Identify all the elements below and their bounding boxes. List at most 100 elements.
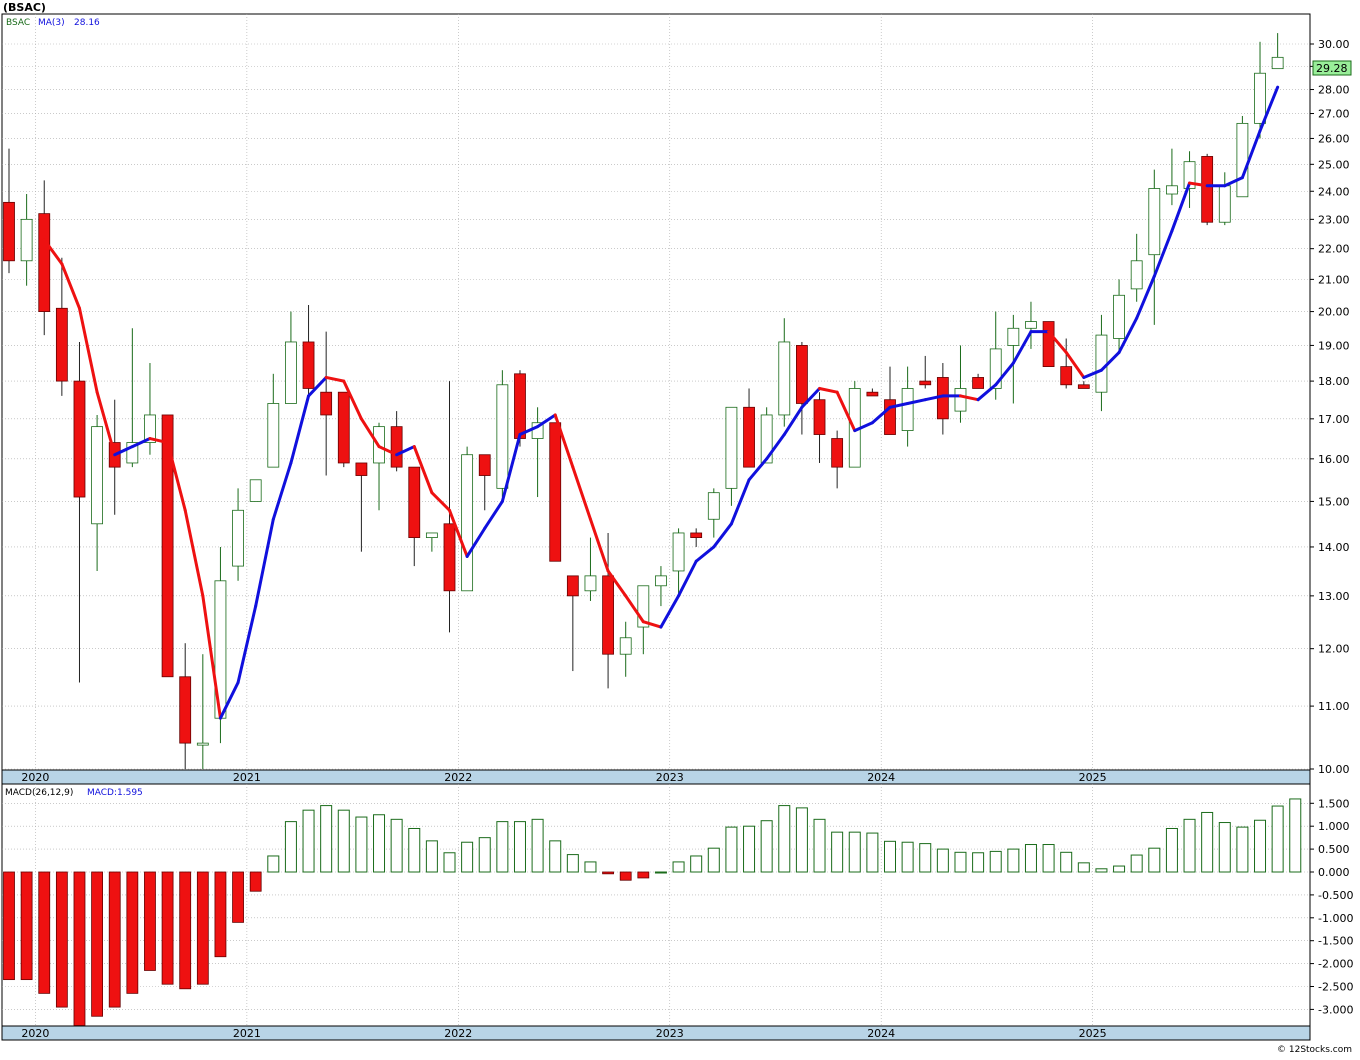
last-price-tag	[1312, 60, 1352, 76]
macd-bar-positive	[531, 818, 544, 873]
macd-bar-positive	[707, 847, 720, 873]
legend-ma-label: MA(3)	[38, 18, 65, 28]
candle-body-up	[672, 532, 685, 572]
macd-bar-negative	[73, 871, 86, 1026]
candle-body-down	[796, 345, 808, 404]
candle-body-down	[3, 201, 15, 262]
price-tick-label: 19.00	[1318, 339, 1350, 352]
macd-bar-positive	[1095, 868, 1108, 873]
macd-tick-label: -1.000	[1318, 912, 1353, 925]
ma-segment	[359, 417, 381, 449]
ma-segment	[1099, 350, 1121, 372]
macd-legend-params: MACD(26,12,9)	[5, 788, 73, 798]
candle-body-down	[813, 399, 826, 435]
ma-segment	[412, 445, 434, 495]
macd-tick-label: -0.500	[1318, 889, 1353, 902]
ma-segment	[976, 383, 998, 402]
ma-segment	[395, 445, 416, 457]
ma-segment	[95, 390, 117, 457]
candle-body-down	[55, 307, 68, 382]
candle-body-up	[1130, 260, 1143, 290]
price-tick-label: 17.00	[1318, 413, 1350, 426]
price-tick-label: 24.00	[1318, 185, 1350, 198]
candle-body-down	[602, 575, 614, 655]
macd-bar-positive	[654, 871, 667, 874]
macd-bar-positive	[672, 861, 685, 873]
candle-body-down	[919, 380, 932, 386]
ma-segment	[1188, 181, 1209, 188]
ma-segment	[500, 433, 522, 503]
macd-year-label: 2025	[1079, 1027, 1107, 1040]
macd-y-axis: 1.500 1.000 0.500 0.000 -0.500 -1.000 -1.500 -2…	[1310, 797, 1353, 1016]
price-tick-label: 21.00	[1318, 273, 1350, 286]
ma-segment	[923, 394, 945, 402]
ma-segment	[201, 594, 222, 720]
ma-segment	[1011, 330, 1033, 365]
ma-segment	[42, 238, 64, 266]
macd-year-label: 2023	[656, 1027, 684, 1040]
ma-segment	[1047, 330, 1068, 354]
ma-segment	[236, 604, 258, 685]
candle-body-down	[566, 575, 579, 597]
ma-segment	[1082, 368, 1103, 379]
ma-segment	[800, 386, 822, 409]
ma-segment	[958, 394, 980, 402]
macd-bar-negative	[108, 871, 121, 1008]
macd-bar-positive	[954, 851, 967, 873]
candle-body-down	[1060, 366, 1073, 386]
candle-body-down	[690, 532, 703, 538]
candle-body-up	[954, 388, 967, 412]
candle-body-up	[126, 442, 139, 464]
x-axis-year-labels: 2020 2020 2021 2021 2022 2022 2023 2023 2024 2024…	[21, 771, 1106, 1040]
candle-body-up	[1025, 321, 1037, 329]
ma-segment	[166, 441, 187, 512]
ma-segment	[729, 478, 751, 526]
price-tick-label: 20.00	[1318, 306, 1350, 319]
ma-segment	[1240, 129, 1262, 180]
ma-segment	[835, 390, 857, 433]
price-tick-label: 15.00	[1318, 495, 1350, 508]
macd-tick-label: -2.000	[1318, 958, 1353, 971]
macd-bar-negative	[637, 871, 650, 879]
ma-segment	[289, 394, 311, 465]
price-year-label: 2022	[444, 771, 472, 784]
macd-bar-negative	[55, 871, 68, 1008]
ma-segment	[271, 461, 293, 521]
ma-segment	[1170, 181, 1192, 233]
ma-segment	[430, 491, 451, 512]
macd-bar-positive	[813, 818, 826, 873]
symbol-title: (BSAC)	[3, 1, 46, 14]
macd-bar-negative	[3, 871, 15, 981]
macd-bar-positive	[760, 820, 773, 873]
candle-body-up	[144, 414, 156, 443]
price-tick-label: 18.00	[1318, 375, 1350, 388]
candle-body-down	[866, 391, 879, 397]
macd-tick-label: 1.000	[1318, 820, 1350, 833]
price-y-axis: 30.0029.0028.0027.0026.0025.0024.0023.00…	[1310, 38, 1350, 776]
macd-bar-negative	[38, 871, 51, 994]
price-tick-label: 26.00	[1318, 132, 1350, 145]
price-tick-label: 27.00	[1318, 108, 1350, 121]
macd-bar-positive	[1042, 844, 1055, 873]
ma-segment	[77, 306, 99, 394]
macd-bar-positive	[936, 848, 949, 873]
ma-segment	[254, 517, 275, 608]
ma-segment	[307, 375, 328, 398]
candle-body-down	[514, 373, 526, 439]
ma-segment	[712, 522, 733, 549]
candle-body-up	[989, 348, 1002, 389]
ma-segment	[465, 526, 487, 558]
candle-body-up	[1254, 72, 1266, 124]
macd-tick-label: 0.500	[1318, 843, 1350, 856]
price-tick-label: 22.00	[1318, 243, 1350, 256]
ma-segment	[694, 545, 716, 563]
macd-bar-negative	[126, 871, 139, 994]
candle-body-up	[707, 492, 720, 520]
macd-tick-label: -3.000	[1318, 1003, 1353, 1016]
macd-bar-positive	[549, 840, 562, 873]
candle-body-down	[443, 523, 456, 592]
ma-segment	[870, 405, 892, 425]
candle-body-up	[584, 575, 597, 592]
price-panel	[1, 13, 1311, 771]
